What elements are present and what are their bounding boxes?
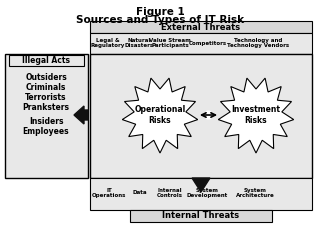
FancyBboxPatch shape xyxy=(130,210,272,222)
FancyBboxPatch shape xyxy=(90,178,312,210)
Text: Pranksters: Pranksters xyxy=(22,102,69,112)
Text: Data: Data xyxy=(133,191,147,196)
Text: Legal &
Regulatory: Legal & Regulatory xyxy=(91,38,125,48)
FancyBboxPatch shape xyxy=(9,55,84,66)
Text: Internal
Controls: Internal Controls xyxy=(157,188,183,198)
Text: Criminals: Criminals xyxy=(26,83,66,91)
Text: Internal Threats: Internal Threats xyxy=(163,211,240,221)
Text: Technology and
Technology Vendors: Technology and Technology Vendors xyxy=(227,38,289,48)
FancyBboxPatch shape xyxy=(90,54,312,178)
Text: Investment
Risks: Investment Risks xyxy=(231,105,281,125)
Text: System
Architecture: System Architecture xyxy=(236,188,274,198)
Text: Illegal Acts: Illegal Acts xyxy=(22,56,70,65)
Text: Value Stream
Participants: Value Stream Participants xyxy=(149,38,191,48)
Text: Employees: Employees xyxy=(23,127,69,137)
FancyBboxPatch shape xyxy=(90,21,312,33)
Polygon shape xyxy=(122,78,198,153)
Text: Natural
Disasters: Natural Disasters xyxy=(124,38,154,48)
FancyArrow shape xyxy=(74,106,88,124)
Text: System
Development: System Development xyxy=(186,188,228,198)
Text: Terrorists: Terrorists xyxy=(25,92,67,102)
FancyArrow shape xyxy=(192,178,210,192)
Text: Sources and Types of IT Risk: Sources and Types of IT Risk xyxy=(76,15,244,25)
Text: Insiders: Insiders xyxy=(29,118,63,126)
FancyBboxPatch shape xyxy=(90,33,312,54)
Text: Operational
Risks: Operational Risks xyxy=(134,105,186,125)
Polygon shape xyxy=(218,78,294,153)
Text: Outsiders: Outsiders xyxy=(25,72,67,82)
Text: IT
Operations: IT Operations xyxy=(92,188,126,198)
Text: Competitors: Competitors xyxy=(189,41,227,46)
Text: Figure 1: Figure 1 xyxy=(136,7,184,17)
Text: External Threats: External Threats xyxy=(161,23,241,31)
FancyBboxPatch shape xyxy=(5,54,88,178)
